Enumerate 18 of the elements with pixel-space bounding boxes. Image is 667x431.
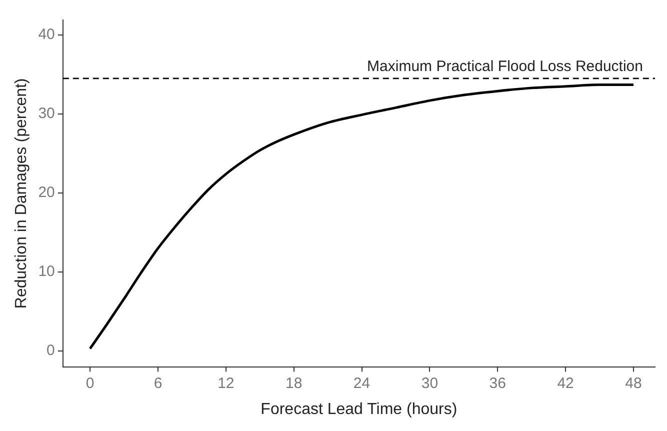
y-tick-label: 10 (38, 263, 55, 280)
y-tick-label: 0 (46, 342, 55, 360)
x-tick-label: 36 (489, 374, 506, 392)
x-axis-title: Forecast Lead Time (hours) (260, 400, 458, 418)
x-tick-label: 18 (286, 374, 302, 392)
y-axis-title: Reduction in Damages (percent) (13, 78, 30, 309)
y-tick-label: 40 (38, 26, 55, 44)
x-tick-label: 6 (154, 374, 162, 392)
x-tick-label: 24 (353, 374, 370, 392)
x-tick-label: 42 (557, 374, 574, 392)
y-tick-label: 30 (38, 105, 55, 122)
ref-line-label: Maximum Practical Flood Loss Reduction (367, 58, 643, 76)
x-tick-label: 0 (86, 374, 94, 392)
x-tick-label: 30 (421, 374, 438, 392)
line-series (88, 84, 635, 350)
y-tick-label: 20 (38, 184, 55, 202)
x-tick-label: 12 (218, 374, 234, 392)
x-tick-label: 48 (625, 374, 642, 392)
